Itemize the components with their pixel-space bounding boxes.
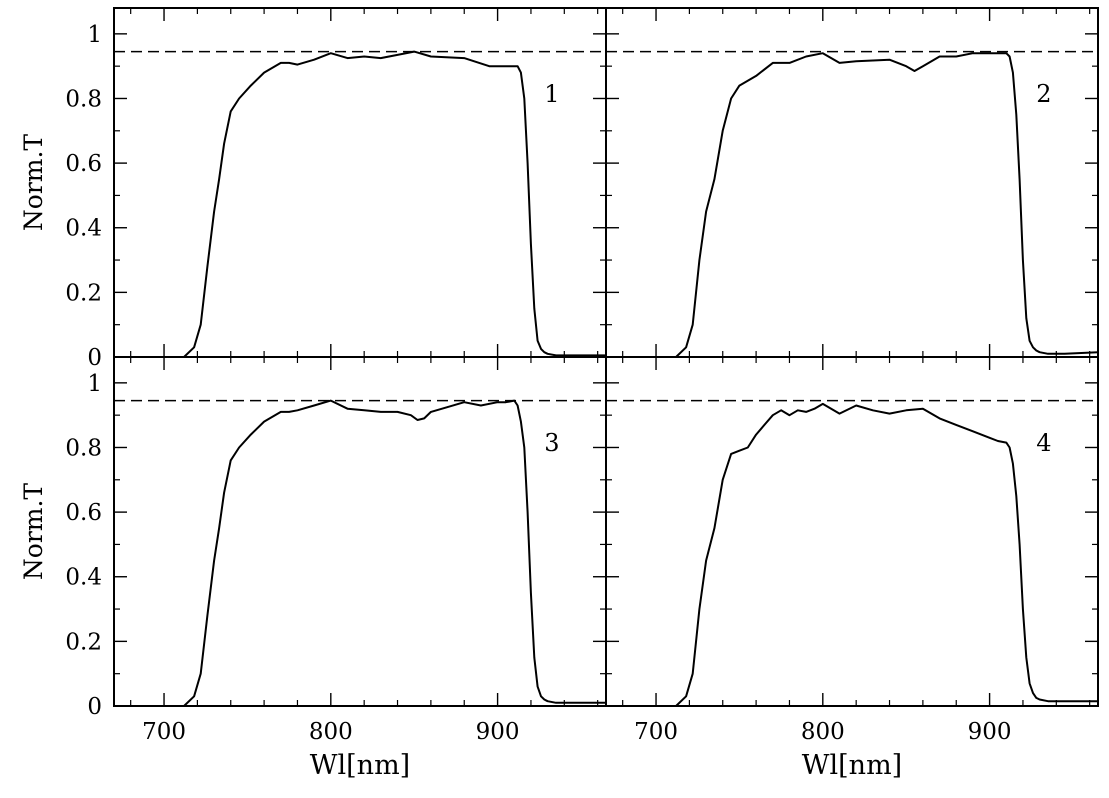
transmission-curve <box>114 399 606 707</box>
x-tick-label: 700 <box>634 719 678 745</box>
panel-2: 2 <box>605 7 1099 358</box>
panel-number-label: 4 <box>1036 429 1051 457</box>
transmission-curve <box>606 402 1098 707</box>
x-tick-label: 800 <box>309 719 353 745</box>
x-tick-label: 800 <box>801 719 845 745</box>
y-tick-label: 0.2 <box>65 280 102 306</box>
y-tick-label: 0.8 <box>65 86 102 112</box>
panel-frame <box>113 7 607 358</box>
y-tick-label: 0 <box>87 694 102 720</box>
y-tick-label: 0.4 <box>65 216 102 242</box>
panel-4: 700 800 900 4 Wl[nm] <box>605 356 1099 781</box>
y-tick-label: 0.6 <box>65 500 102 526</box>
panel-number-label: 3 <box>544 429 559 457</box>
y-tick-label: 0.2 <box>65 629 102 655</box>
x-axis-label: Wl[nm] <box>310 750 410 781</box>
panel-number-label: 1 <box>544 80 559 108</box>
y-axis-label: Norm.T <box>19 134 48 232</box>
y-tick-label: 1 <box>87 22 102 48</box>
y-tick-label: 0.6 <box>65 151 102 177</box>
x-tick-label: 700 <box>142 719 186 745</box>
y-tick-label: 0 <box>87 345 102 371</box>
y-tick-label: 1 <box>87 371 102 397</box>
transmission-curve <box>114 50 606 358</box>
panel-frame <box>605 356 1099 707</box>
panel-3: 700 800 900 0 0.2 0.4 0.6 0.8 1 3 Wl[nm] Norm.T <box>19 356 607 781</box>
x-tick-label: 900 <box>476 719 520 745</box>
panel-frame <box>605 7 1099 358</box>
x-axis-label: Wl[nm] <box>802 750 902 781</box>
y-tick-label: 0.4 <box>65 565 102 591</box>
panel-1: 0 0.2 0.4 0.6 0.8 1 1 Norm.T <box>19 7 607 371</box>
panel-number-label: 2 <box>1036 80 1051 108</box>
y-axis-label: Norm.T <box>19 483 48 581</box>
y-tick-label: 0.8 <box>65 435 102 461</box>
transmission-curve <box>606 52 1099 358</box>
x-tick-label: 900 <box>968 719 1012 745</box>
